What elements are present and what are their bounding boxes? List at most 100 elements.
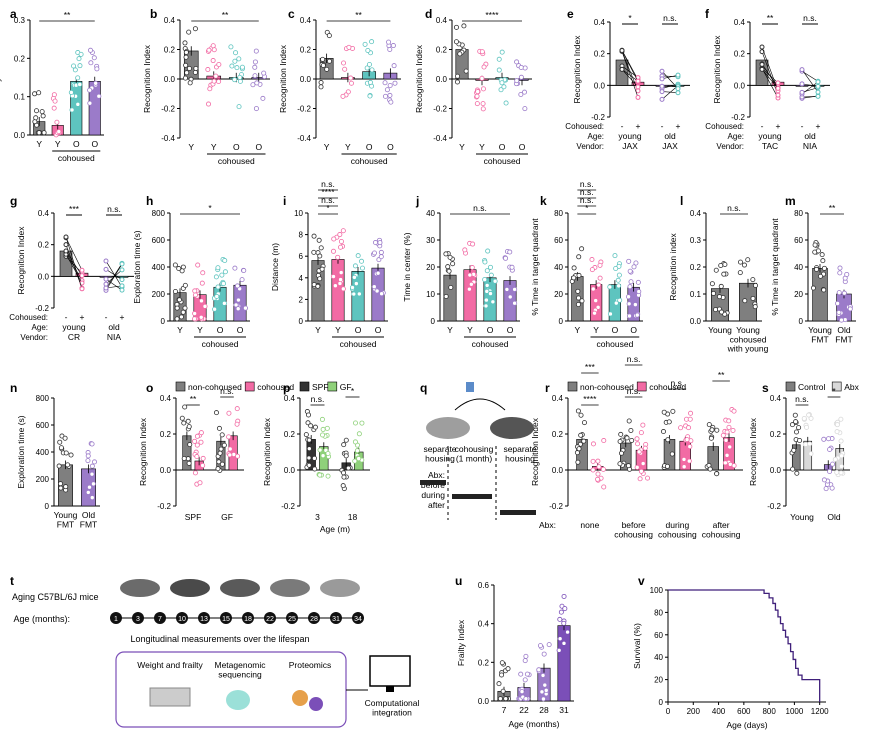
cohoused-label: - [761, 121, 764, 131]
data-point [613, 266, 619, 272]
data-point [79, 273, 85, 279]
data-point [617, 438, 623, 444]
data-point [36, 90, 42, 96]
data-point [356, 431, 362, 437]
sig-label: n.s. [220, 386, 234, 396]
data-point [737, 259, 743, 265]
x-tick-label: Y [211, 142, 217, 152]
timepoint-label: 18 [244, 616, 252, 623]
data-point [823, 486, 829, 492]
sig-label: n.s. [580, 195, 594, 205]
y-tick-label: -0.4 [433, 134, 447, 143]
data-point [39, 109, 45, 115]
label-line: 0.4 [300, 16, 312, 25]
data-point [815, 248, 821, 254]
cohoused-label: - [661, 121, 664, 131]
label-line: n.s. [727, 203, 741, 213]
pair-line [621, 65, 639, 78]
data-point [618, 431, 624, 437]
data-point [498, 87, 504, 93]
data-point [818, 273, 824, 279]
label-line: 0 [431, 317, 436, 326]
sig-label: n.s. [580, 187, 594, 197]
data-point [803, 441, 809, 447]
data-point [684, 437, 690, 443]
mouse-icon [220, 579, 260, 597]
data-point [454, 79, 460, 85]
data-point [311, 455, 317, 461]
data-point [832, 456, 838, 462]
label-line: after [428, 500, 445, 510]
data-point [537, 643, 543, 649]
y-tick-label: 0.2 [300, 46, 312, 55]
mouse-icon [120, 579, 160, 597]
panel-letter-t: t [10, 574, 14, 588]
sig-label: ** [190, 394, 197, 404]
panel-e: -0.2 0.0 0.2 0.4 Recognition Index * n.s. Cohou… [565, 13, 690, 151]
data-point [340, 228, 346, 234]
data-point [187, 80, 193, 86]
pair-line [801, 96, 819, 98]
y-tick-label: -0.2 [767, 502, 781, 511]
data-point [388, 99, 394, 105]
bottle-icon [466, 382, 474, 392]
data-point [362, 41, 368, 47]
data-point [51, 105, 57, 111]
data-point [174, 316, 180, 322]
data-point [675, 90, 681, 96]
label-line: -0.2 [297, 105, 311, 114]
cohoused-label: - [621, 121, 624, 131]
label-line: 0.2 [38, 241, 50, 250]
data-point [317, 276, 323, 282]
y-tick-label: 0.1 [690, 290, 702, 299]
sig-label: n.s. [795, 394, 809, 404]
sig-label: **** [321, 187, 335, 197]
label-line: 20 [426, 263, 435, 272]
data-point [789, 422, 795, 428]
label-line: O [499, 142, 506, 152]
label-line: 0.2 [300, 46, 312, 55]
label-line: non-cohoused [188, 382, 242, 392]
label-line: 8 [299, 231, 304, 240]
label-line: Frailty Index [0, 54, 2, 101]
label-line: 0.4 [160, 394, 172, 403]
label-line: Y [593, 325, 599, 335]
data-point [485, 248, 491, 254]
data-point [819, 252, 825, 258]
data-point [686, 425, 692, 431]
row-label: Age: [588, 132, 604, 141]
y-tick-label: 10 [294, 209, 303, 218]
panel-letter-c: c [288, 7, 295, 21]
data-point [182, 40, 188, 46]
group-label: cohoused [202, 339, 239, 349]
legend-swatch [244, 381, 255, 392]
data-point [324, 425, 330, 431]
label-line: cohoused [649, 382, 686, 392]
x-tick-label: Young [790, 512, 814, 522]
label-line: -0.2 [161, 105, 175, 114]
label-line: 0.2 [284, 430, 296, 439]
pair-line [661, 91, 679, 93]
data-point [640, 422, 646, 428]
timepoint-label: 3 [136, 616, 140, 623]
data-point [338, 270, 344, 276]
data-point [492, 278, 498, 284]
data-point [670, 408, 676, 414]
y-tick-label: 40 [554, 263, 563, 272]
data-point [838, 470, 844, 476]
panel-h: 0 200 400 600 800 Exploration time (s) Y Y O Ocoh… [132, 203, 250, 349]
label-line: 0.4 [436, 16, 448, 25]
label-line: 80 [654, 608, 663, 617]
label-line: r [545, 381, 550, 395]
phase-label: separate housing [423, 444, 456, 463]
data-point [726, 424, 732, 430]
data-point [338, 239, 344, 245]
data-point [634, 312, 640, 318]
data-point [812, 242, 818, 248]
data-point [617, 461, 623, 467]
x-tick-label: Old FMT [80, 510, 97, 529]
x-tick-label: Y [593, 325, 599, 335]
label-line: **** [485, 10, 499, 20]
label-line: O [507, 325, 514, 335]
data-point [627, 284, 633, 290]
